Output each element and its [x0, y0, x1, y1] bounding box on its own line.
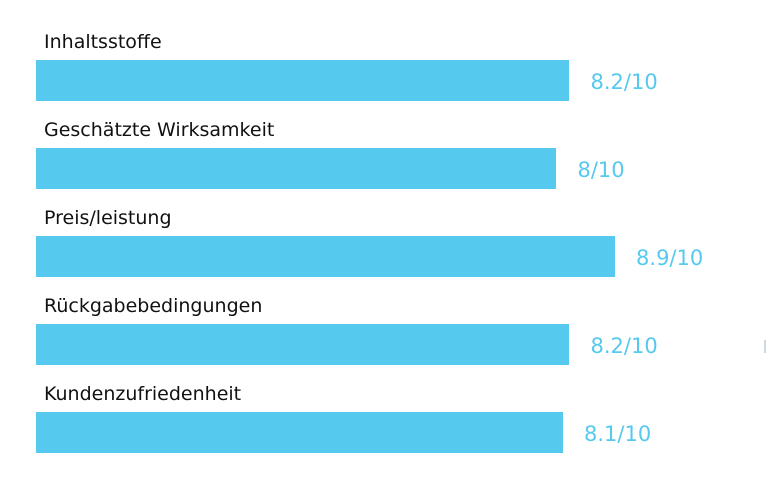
bar-row: Rückgabebedingungen 8.2/10 [0, 264, 768, 365]
category-label: Geschätzte Wirksamkeit [44, 119, 275, 141]
bar-row: Geschätzte Wirksamkeit 8/10 [0, 88, 768, 189]
category-label: Preis/leistung [44, 207, 172, 229]
bar [36, 236, 616, 277]
category-label: Kundenzufriedenheit [44, 383, 242, 405]
bar-row: Kundenzufriedenheit 8.1/10 [0, 352, 768, 453]
bar [36, 412, 563, 453]
value-label: 8/10 [577, 158, 625, 182]
bar [36, 324, 570, 365]
bar-row: Preis/leistung 8.9/10 [0, 176, 768, 277]
category-label: Inhaltsstoffe [44, 31, 162, 53]
category-label: Rückgabebedingungen [44, 295, 263, 317]
bar-row: Inhaltsstoffe 8.2/10 [0, 0, 768, 101]
bar [36, 148, 557, 189]
value-label: 8.2/10 [590, 334, 658, 358]
value-label: 8.1/10 [583, 422, 652, 446]
edge-mark [764, 340, 766, 353]
value-label: 8.9/10 [636, 246, 704, 270]
bar [36, 60, 570, 101]
value-label: 8.2/10 [590, 70, 658, 94]
